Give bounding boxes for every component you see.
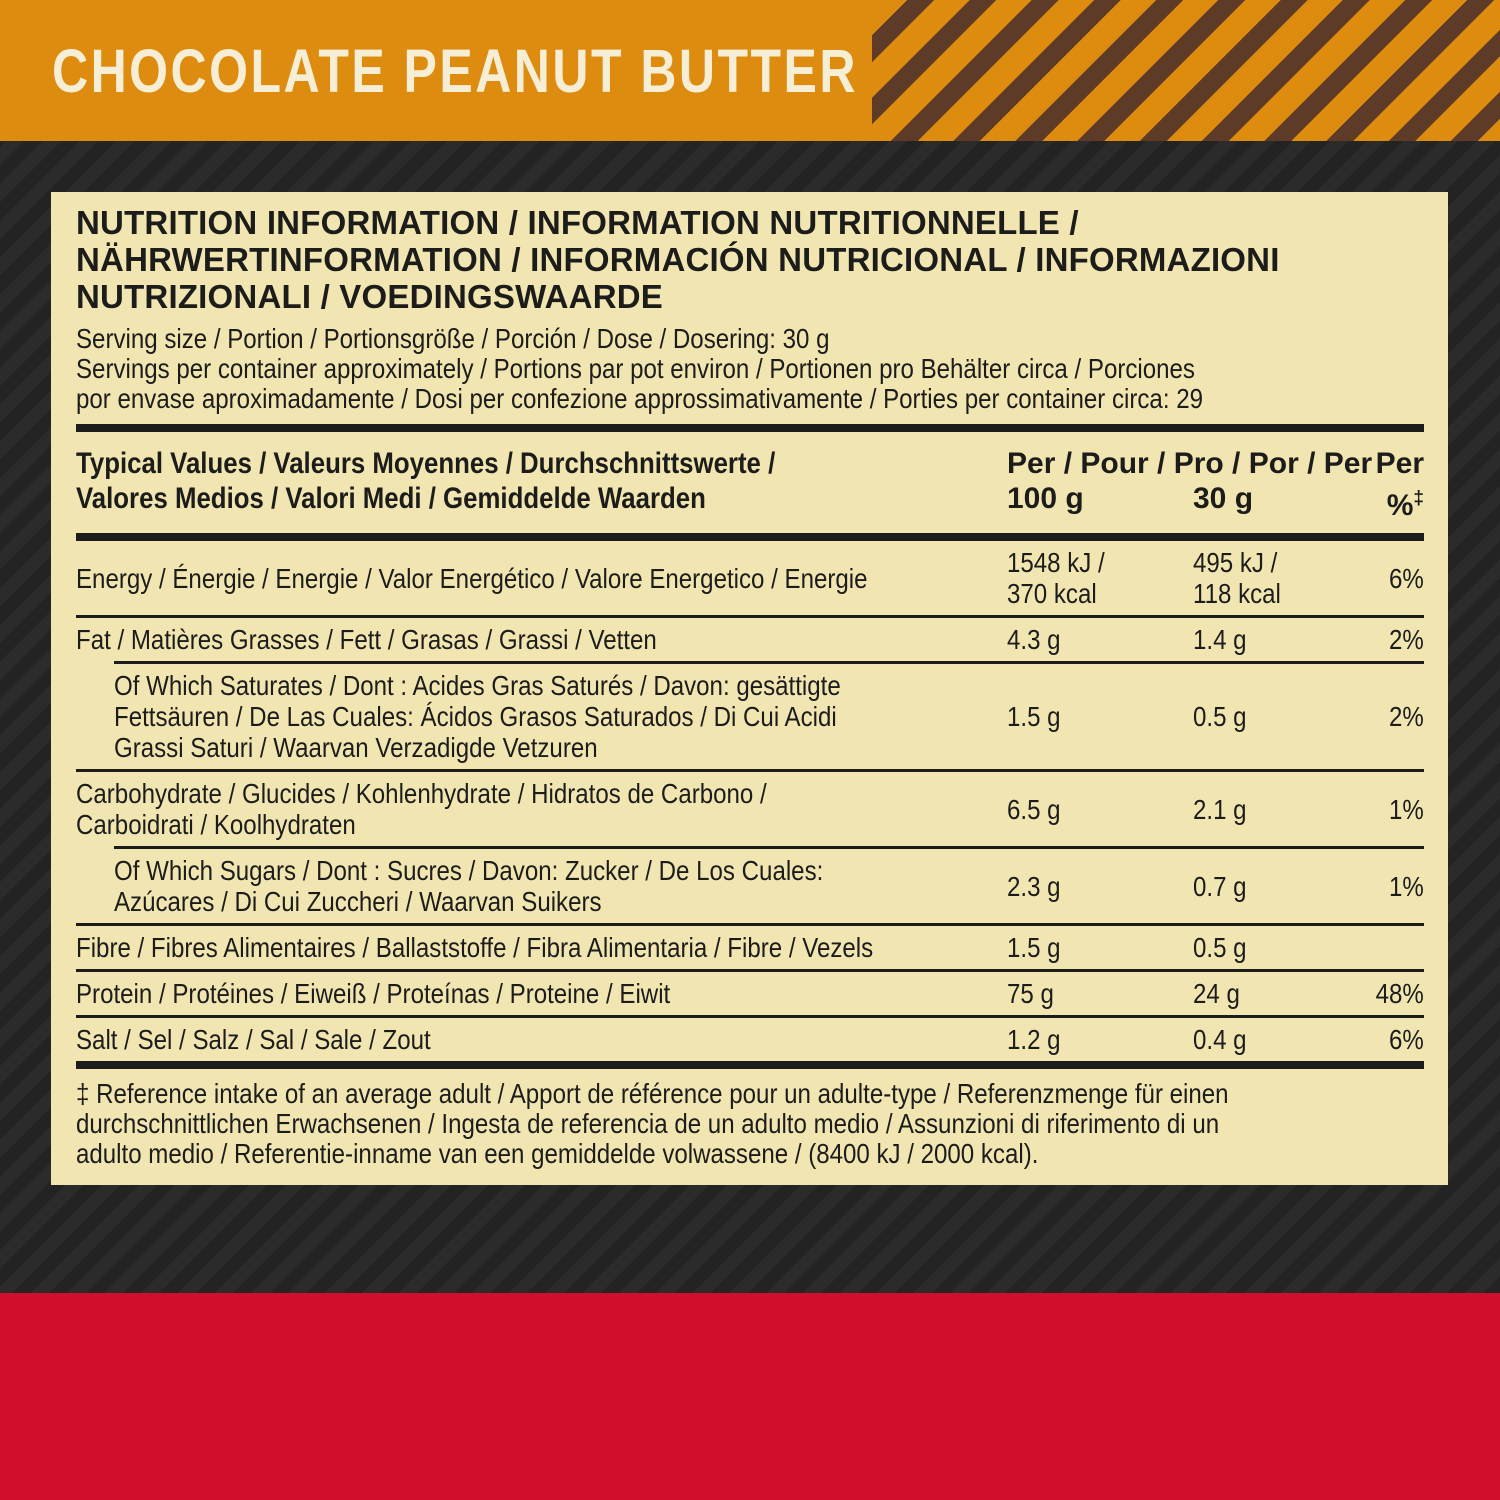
reference-intake-footnote: ‡ Reference intake of an average adult /… (76, 1078, 1229, 1169)
nutrition-panel-title: NUTRITION INFORMATION / INFORMATION NUTR… (76, 204, 1280, 315)
value-percent: 48% (1375, 978, 1424, 1009)
table-row-fat: Fat / Matières Grasses / Fett / Grasas /… (76, 618, 1424, 661)
value-per-30g: 0.5 g (1193, 932, 1247, 963)
value-per-100g: 4.3 g (1007, 624, 1061, 655)
divider (76, 615, 1424, 618)
col-header-100g: 100 g (1007, 482, 1084, 515)
col-header-30g: 30 g (1193, 482, 1254, 515)
table-row-fibre: Fibre / Fibres Alimentaires / Ballaststo… (76, 926, 1424, 969)
row-label: Of Which Saturates / Dont : Acides Gras … (114, 670, 841, 763)
row-label: Protein / Protéines / Eiweiß / Proteínas… (76, 978, 671, 1009)
table-row-salt: Salt / Sel / Salz / Sal / Sale / Zout 1.… (76, 1018, 1424, 1061)
per-header-text: Per / Pour / Pro / Por / Per (1007, 447, 1373, 480)
per-header-last: Per (1375, 447, 1424, 480)
table-row-saturates: Of Which Saturates / Dont : Acides Gras … (76, 664, 1424, 769)
value-per-100g: 1.2 g (1007, 1024, 1061, 1055)
value-per-30g: 1.4 g (1193, 624, 1247, 655)
value-per-30g: 0.5 g (1193, 701, 1247, 732)
divider-thick-bottom (76, 1061, 1424, 1069)
value-percent: 6% (1389, 1024, 1424, 1055)
divider (76, 923, 1424, 926)
value-per-30g: 24 g (1193, 978, 1240, 1009)
value-per-100g: 6.5 g (1007, 793, 1061, 825)
row-label: Energy / Énergie / Energie / Valor Energ… (76, 562, 868, 594)
value-percent: 6% (1389, 562, 1424, 594)
value-percent: 1% (1389, 870, 1424, 902)
row-label: Fat / Matières Grasses / Fett / Grasas /… (76, 624, 657, 655)
per-columns-header: Per / Pour / Pro / Por / Per Per 100 g 3… (1007, 446, 1424, 523)
row-label: Salt / Sel / Salz / Sal / Sale / Zout (76, 1024, 431, 1055)
divider-thick-top (76, 424, 1424, 432)
table-row-carbohydrate: Carbohydrate / Glucides / Kohlenhydrate … (76, 772, 1424, 846)
dagger-symbol: ‡ (1413, 488, 1424, 509)
divider (76, 969, 1424, 972)
row-label: Fibre / Fibres Alimentaires / Ballaststo… (76, 932, 874, 963)
value-per-30g: 495 kJ / 118 kcal (1193, 547, 1281, 609)
value-per-30g: 0.4 g (1193, 1024, 1247, 1055)
serving-size-text: Serving size / Portion / Portionsgröße /… (76, 323, 830, 354)
value-percent: 2% (1389, 624, 1424, 655)
value-percent: 1% (1389, 793, 1424, 825)
bottom-red-band (0, 1293, 1500, 1500)
divider-thick-header (76, 533, 1424, 541)
value-per-100g: 75 g (1007, 978, 1054, 1009)
table-row-protein: Protein / Protéines / Eiweiß / Proteínas… (76, 972, 1424, 1015)
value-per-100g: 1548 kJ / 370 kcal (1007, 547, 1105, 609)
value-per-100g: 1.5 g (1007, 932, 1061, 963)
divider (76, 1015, 1424, 1018)
divider (76, 769, 1424, 772)
nutrition-panel: NUTRITION INFORMATION / INFORMATION NUTR… (51, 192, 1448, 1185)
row-label: Of Which Sugars / Dont : Sucres / Davon:… (114, 855, 824, 917)
value-per-100g: 1.5 g (1007, 701, 1061, 732)
value-per-100g: 2.3 g (1007, 870, 1061, 902)
servings-per-container-text: Servings per container approximately / P… (76, 353, 1203, 414)
value-percent: 2% (1389, 701, 1424, 732)
divider-indented (114, 846, 1424, 849)
table-header-row: Typical Values / Valeurs Moyennes / Durc… (76, 432, 1424, 533)
diagonal-stripes-decoration (872, 0, 1500, 141)
row-label: Carbohydrate / Glucides / Kohlenhydrate … (76, 778, 767, 840)
col-header-percent: %‡ (1386, 488, 1424, 522)
value-per-30g: 2.1 g (1193, 793, 1247, 825)
flavor-band: CHOCOLATE PEANUT BUTTER (0, 0, 1500, 141)
typical-values-header: Typical Values / Valeurs Moyennes / Durc… (76, 447, 776, 515)
value-per-30g: 0.7 g (1193, 870, 1247, 902)
table-row-sugars: Of Which Sugars / Dont : Sucres / Davon:… (76, 849, 1424, 923)
divider-indented (114, 661, 1424, 664)
serving-info: Serving size / Portion / Portionsgröße /… (76, 324, 1424, 414)
table-row-energy: Energy / Énergie / Energie / Valor Energ… (76, 541, 1424, 615)
flavor-title: CHOCOLATE PEANUT BUTTER (52, 36, 858, 105)
